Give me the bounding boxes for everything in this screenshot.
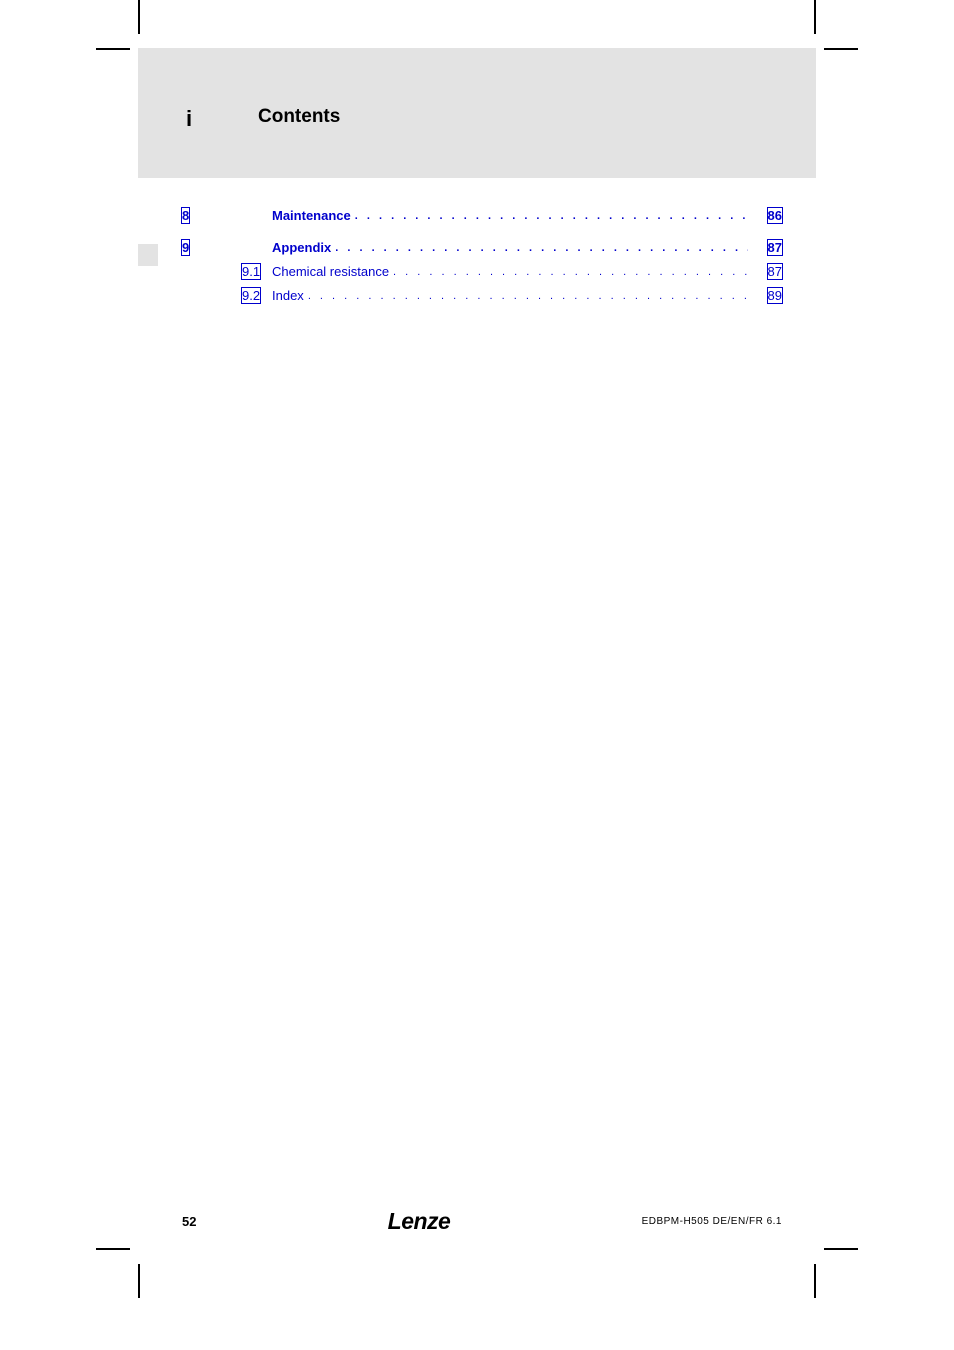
toc-page-number: 86 — [748, 208, 782, 223]
toc-leader-dots: . . . . . . . . . . . . . . . . . . . . … — [389, 266, 748, 278]
header-band: i Contents — [138, 48, 816, 178]
toc-title: Maintenance — [272, 208, 351, 223]
page-title: Contents — [258, 106, 340, 128]
toc-leader-dots: . . . . . . . . . . . . . . . . . . . . … — [331, 242, 748, 254]
toc-title-wrap: Appendix . . . . . . . . . . . . . . . .… — [272, 240, 748, 255]
header-marker: i — [186, 106, 192, 132]
toc-title-wrap: Maintenance . . . . . . . . . . . . . . … — [272, 208, 748, 223]
crop-mark — [824, 1248, 858, 1250]
toc-title-wrap: Chemical resistance . . . . . . . . . . … — [272, 264, 748, 279]
table-of-contents: 8 Maintenance . . . . . . . . . . . . . .… — [138, 208, 816, 312]
toc-sub-number: 9.1 — [230, 264, 272, 279]
toc-title: Index — [272, 288, 304, 303]
crop-mark — [138, 1264, 140, 1298]
toc-entry[interactable]: 9.1Chemical resistance . . . . . . . . .… — [138, 264, 782, 288]
toc-page-number: 87 — [748, 240, 782, 255]
toc-chapter-number: 8 — [138, 208, 230, 223]
toc-sub-number: 9.2 — [230, 288, 272, 303]
sidebar-marker — [138, 244, 158, 266]
footer-doc-id: EDBPM-H505 DE/EN/FR 6.1 — [642, 1216, 782, 1227]
toc-leader-dots: . . . . . . . . . . . . . . . . . . . . … — [351, 210, 748, 222]
toc-leader-dots: . . . . . . . . . . . . . . . . . . . . … — [304, 290, 748, 302]
toc-entry[interactable]: 9.2Index . . . . . . . . . . . . . . . .… — [138, 288, 782, 312]
toc-entry[interactable]: 9Appendix . . . . . . . . . . . . . . . … — [138, 240, 782, 264]
toc-page-number: 89 — [748, 288, 782, 303]
footer-logo: Lenze — [388, 1208, 451, 1235]
crop-mark — [814, 0, 816, 34]
crop-mark — [138, 0, 140, 34]
page-footer: 52 Lenze EDBPM-H505 DE/EN/FR 6.1 — [138, 1206, 816, 1236]
toc-title: Chemical resistance — [272, 264, 389, 279]
crop-mark — [96, 48, 130, 50]
page-frame: i Contents 8 Maintenance . . . . . . . . … — [138, 48, 816, 1250]
crop-mark — [824, 48, 858, 50]
toc-entry[interactable]: 8 Maintenance . . . . . . . . . . . . . .… — [138, 208, 782, 232]
crop-mark — [96, 1248, 130, 1250]
toc-title: Appendix — [272, 240, 331, 255]
toc-page-number: 87 — [748, 264, 782, 279]
footer-page-number: 52 — [182, 1214, 196, 1229]
toc-title-wrap: Index . . . . . . . . . . . . . . . . . … — [272, 288, 748, 303]
crop-mark — [814, 1264, 816, 1298]
